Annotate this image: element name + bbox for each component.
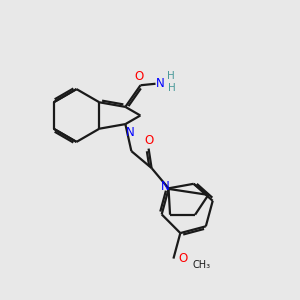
Text: N: N bbox=[160, 180, 169, 193]
Text: CH₃: CH₃ bbox=[193, 260, 211, 270]
Text: O: O bbox=[144, 134, 153, 147]
Text: O: O bbox=[179, 252, 188, 265]
Text: N: N bbox=[125, 126, 134, 139]
Text: O: O bbox=[134, 70, 144, 83]
Text: H: H bbox=[167, 83, 175, 93]
Text: H: H bbox=[167, 71, 174, 81]
Text: N: N bbox=[156, 77, 164, 90]
